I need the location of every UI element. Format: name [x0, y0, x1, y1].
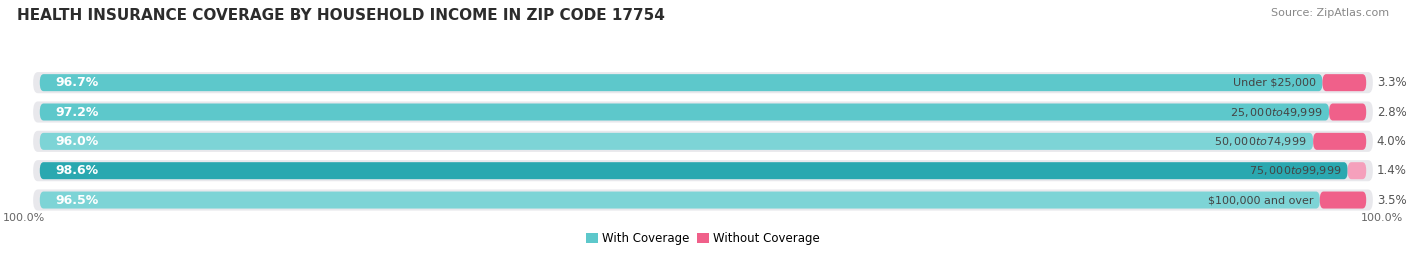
Legend: With Coverage, Without Coverage: With Coverage, Without Coverage — [581, 228, 825, 250]
Text: 97.2%: 97.2% — [56, 105, 98, 119]
Text: 96.0%: 96.0% — [56, 135, 98, 148]
FancyBboxPatch shape — [39, 133, 1313, 150]
FancyBboxPatch shape — [1320, 192, 1367, 208]
Text: $50,000 to $74,999: $50,000 to $74,999 — [1213, 135, 1306, 148]
Text: $75,000 to $99,999: $75,000 to $99,999 — [1249, 164, 1341, 177]
Text: $25,000 to $49,999: $25,000 to $49,999 — [1230, 105, 1323, 119]
FancyBboxPatch shape — [34, 72, 1372, 93]
FancyBboxPatch shape — [34, 101, 1372, 123]
FancyBboxPatch shape — [34, 160, 1372, 181]
FancyBboxPatch shape — [39, 74, 1323, 91]
FancyBboxPatch shape — [1323, 74, 1367, 91]
Text: 1.4%: 1.4% — [1376, 164, 1406, 177]
FancyBboxPatch shape — [1329, 104, 1367, 121]
FancyBboxPatch shape — [39, 192, 1320, 208]
FancyBboxPatch shape — [39, 162, 1347, 179]
Text: 3.3%: 3.3% — [1376, 76, 1406, 89]
Text: HEALTH INSURANCE COVERAGE BY HOUSEHOLD INCOME IN ZIP CODE 17754: HEALTH INSURANCE COVERAGE BY HOUSEHOLD I… — [17, 8, 665, 23]
FancyBboxPatch shape — [1347, 162, 1367, 179]
Text: Under $25,000: Under $25,000 — [1233, 78, 1316, 88]
Text: 96.5%: 96.5% — [56, 193, 98, 207]
Text: 98.6%: 98.6% — [56, 164, 98, 177]
Text: 100.0%: 100.0% — [3, 213, 45, 223]
Text: 4.0%: 4.0% — [1376, 135, 1406, 148]
Text: 3.5%: 3.5% — [1376, 193, 1406, 207]
FancyBboxPatch shape — [34, 131, 1372, 152]
FancyBboxPatch shape — [34, 189, 1372, 211]
FancyBboxPatch shape — [1313, 133, 1367, 150]
FancyBboxPatch shape — [39, 104, 1329, 121]
Text: Source: ZipAtlas.com: Source: ZipAtlas.com — [1271, 8, 1389, 18]
Text: 96.7%: 96.7% — [56, 76, 98, 89]
Text: 2.8%: 2.8% — [1376, 105, 1406, 119]
Text: 100.0%: 100.0% — [1361, 213, 1403, 223]
Text: $100,000 and over: $100,000 and over — [1208, 195, 1313, 205]
